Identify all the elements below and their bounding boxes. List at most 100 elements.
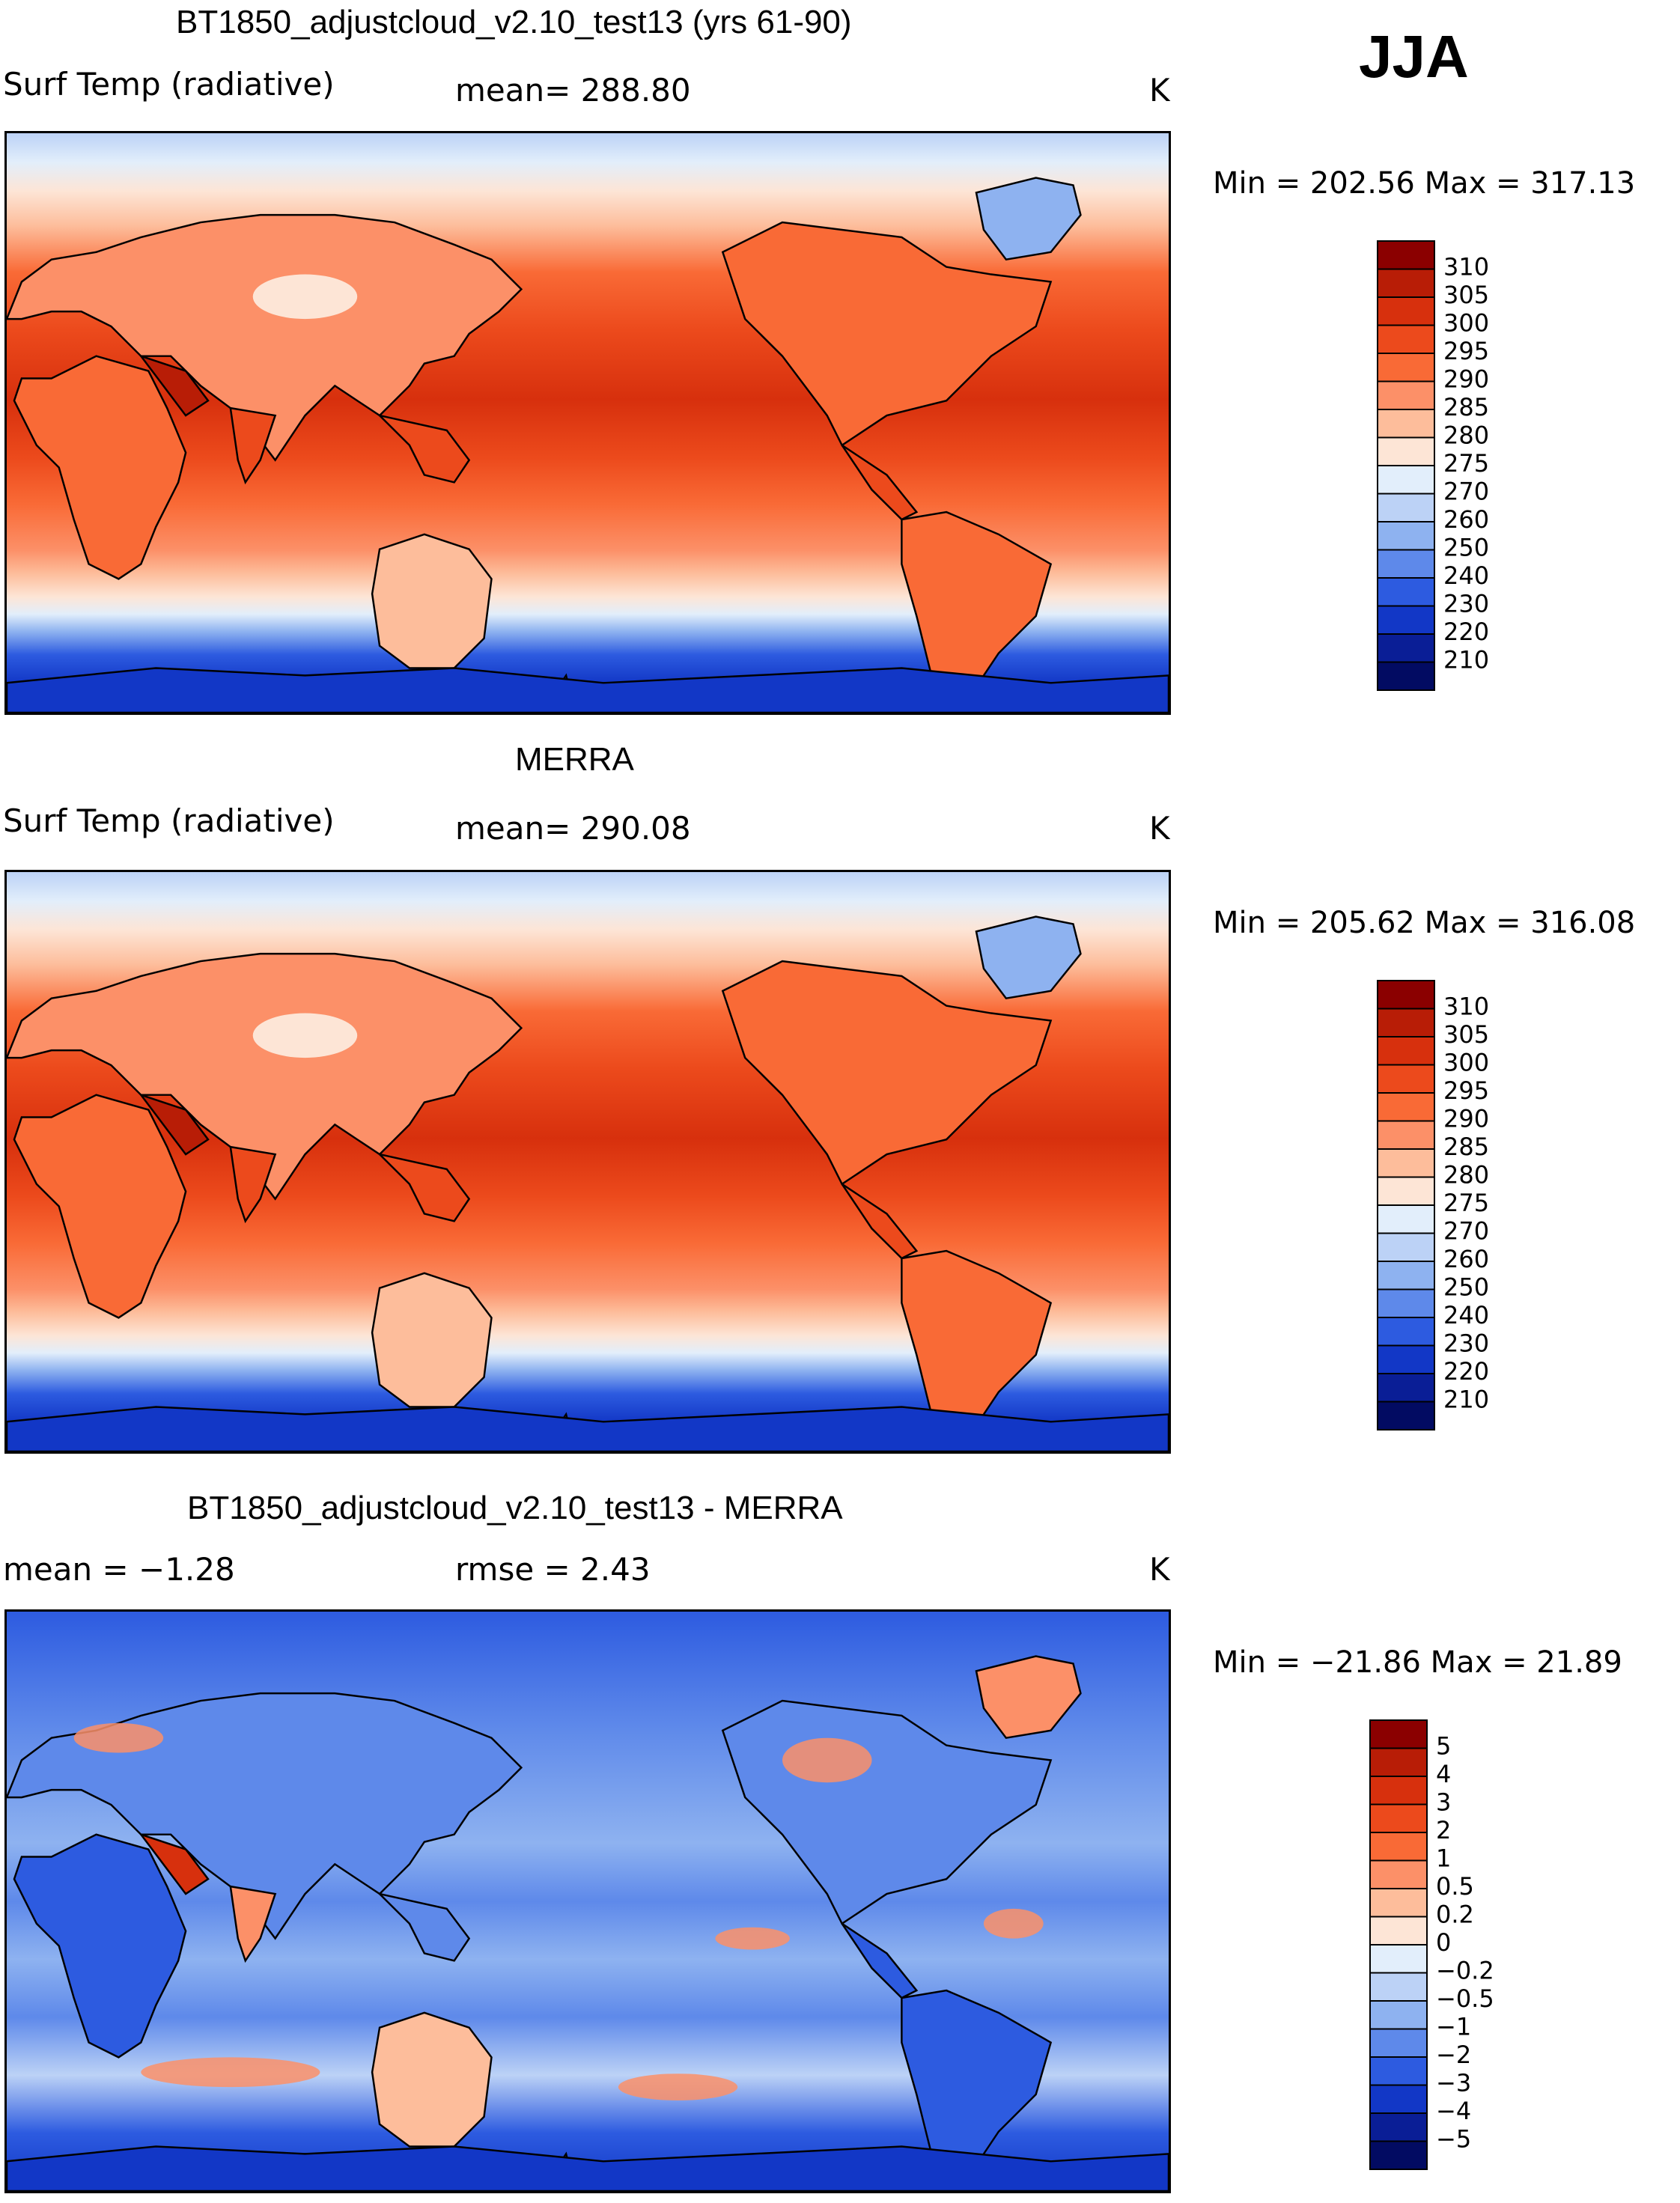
colorbar-swatch xyxy=(1369,2140,1428,2170)
colorbar-label: 310 xyxy=(1443,993,1489,1021)
colorbar-swatch xyxy=(1369,1803,1428,1833)
colorbar-swatch xyxy=(1377,633,1435,663)
colorbar-swatch xyxy=(1369,1888,1428,1918)
season-label: JJA xyxy=(1359,23,1469,90)
anomaly-patch xyxy=(983,1908,1044,1939)
continent-antarctic xyxy=(7,1406,1169,1451)
colorbar-label: 275 xyxy=(1443,449,1489,478)
colorbar-swatch xyxy=(1369,2056,1428,2086)
colorbar-label: 240 xyxy=(1443,561,1489,590)
panel1-map-svg xyxy=(7,133,1169,713)
colorbar-swatch xyxy=(1377,1008,1435,1037)
colorbar-swatch xyxy=(1369,2000,1428,2030)
colorbar-swatch xyxy=(1377,1148,1435,1178)
colorbar-swatch xyxy=(1377,1232,1435,1262)
continent-australia xyxy=(371,533,493,669)
continent-eurasia xyxy=(7,213,523,462)
continent-greenland xyxy=(975,177,1082,261)
anomaly-patch xyxy=(782,1737,872,1783)
colorbar-label: 250 xyxy=(1443,534,1489,562)
panel2-title: MERRA xyxy=(515,741,634,778)
panel2-mean: mean= 290.08 xyxy=(455,810,691,847)
colorbar-label: 270 xyxy=(1443,1217,1489,1246)
panel2-map-svg xyxy=(7,872,1169,1451)
panel1-mean: mean= 288.80 xyxy=(455,72,691,109)
panel3-rmse: rmse = 2.43 xyxy=(455,1551,651,1588)
colorbar-swatch xyxy=(1377,436,1435,466)
continent-namerica xyxy=(721,221,1053,447)
colorbar-label: 260 xyxy=(1443,1245,1489,1273)
colorbar-label: 300 xyxy=(1443,309,1489,338)
colorbar-swatch xyxy=(1377,324,1435,354)
colorbar-label: 285 xyxy=(1443,1133,1489,1161)
colorbar-label: 220 xyxy=(1443,618,1489,646)
continent-eurasia xyxy=(7,1692,523,1940)
colorbar-label: 305 xyxy=(1443,281,1489,309)
colorbar-label: 310 xyxy=(1443,253,1489,281)
colorbar-swatch xyxy=(1377,521,1435,551)
colorbar-swatch xyxy=(1369,1719,1428,1749)
colorbar-label: 260 xyxy=(1443,505,1489,534)
continent-eurasia xyxy=(7,952,523,1201)
colorbar-label: 280 xyxy=(1443,1161,1489,1189)
colorbar-swatch xyxy=(1377,1401,1435,1430)
continent-camerica xyxy=(841,1183,919,1260)
continent-greenland xyxy=(975,915,1082,1000)
colorbar-swatch xyxy=(1377,268,1435,298)
colorbar-label: 210 xyxy=(1443,1386,1489,1414)
colorbar-label: 290 xyxy=(1443,1105,1489,1133)
colorbar-label: 5 xyxy=(1436,1732,1451,1761)
colorbar-label: −2 xyxy=(1436,2041,1471,2069)
continent-australia xyxy=(371,1272,493,1408)
colorbar-label: 295 xyxy=(1443,1076,1489,1105)
continent-africa xyxy=(13,355,187,580)
continent-india xyxy=(229,1885,277,1963)
panel2-colorbar: 310 305 300 295 290 285 280 275 270 260 250 240 230 2… xyxy=(1377,980,1489,1443)
panel2-map xyxy=(4,870,1171,1454)
continent-arabia xyxy=(138,1832,210,1895)
colorbar-swatch xyxy=(1377,1036,1435,1066)
continent-camerica xyxy=(841,444,919,521)
colorbar-swatch xyxy=(1369,1972,1428,2002)
colorbar-swatch xyxy=(1377,1288,1435,1318)
colorbar-swatch xyxy=(1377,980,1435,1010)
colorbar-label: −5 xyxy=(1436,2125,1471,2154)
colorbar-label: 0.5 xyxy=(1436,1872,1474,1901)
colorbar-swatch xyxy=(1377,1064,1435,1094)
tibet-plateau xyxy=(252,1013,358,1058)
panel3-title: BT1850_adjustcloud_v2.10_test13 - MERRA xyxy=(187,1490,843,1526)
continent-antarctic xyxy=(7,2145,1169,2191)
colorbar-swatch xyxy=(1377,380,1435,410)
continent-seasia xyxy=(377,413,471,484)
panel3-colorbar: 5 4 3 2 1 0.5 0.2 0 −0.2 −0.5 −1 −2 −3 −4 −5 xyxy=(1369,1719,1494,2183)
colorbar-swatch xyxy=(1377,605,1435,635)
panel1-unit: K xyxy=(1149,72,1170,109)
colorbar-label: 285 xyxy=(1443,393,1489,421)
colorbar-label: 4 xyxy=(1436,1760,1451,1788)
colorbar-swatch xyxy=(1369,1776,1428,1806)
colorbar-label: 230 xyxy=(1443,1329,1489,1358)
continent-seasia xyxy=(377,1892,471,1962)
colorbar-swatch xyxy=(1377,1373,1435,1403)
continent-greenland xyxy=(975,1655,1082,1740)
colorbar-swatch xyxy=(1377,493,1435,522)
continent-australia xyxy=(371,2011,493,2148)
continent-arabia xyxy=(138,1093,210,1156)
panel3-minmax: Min = −21.86 Max = 21.89 xyxy=(1213,1645,1622,1680)
colorbar-swatch xyxy=(1369,2112,1428,2142)
colorbar-swatch xyxy=(1377,296,1435,326)
continent-camerica xyxy=(841,1922,919,1999)
anomaly-patch xyxy=(73,1722,164,1753)
colorbar-label: 2 xyxy=(1436,1816,1451,1844)
colorbar-label: 305 xyxy=(1443,1020,1489,1049)
colorbar-label: 220 xyxy=(1443,1357,1489,1386)
colorbar-label: 275 xyxy=(1443,1189,1489,1217)
colorbar-swatch xyxy=(1377,465,1435,495)
colorbar-swatch xyxy=(1377,1317,1435,1347)
colorbar-label: 290 xyxy=(1443,365,1489,394)
colorbar-label: 295 xyxy=(1443,337,1489,365)
continent-india xyxy=(229,406,277,485)
colorbar-swatch xyxy=(1369,1747,1428,1777)
colorbar-swatch xyxy=(1377,353,1435,383)
